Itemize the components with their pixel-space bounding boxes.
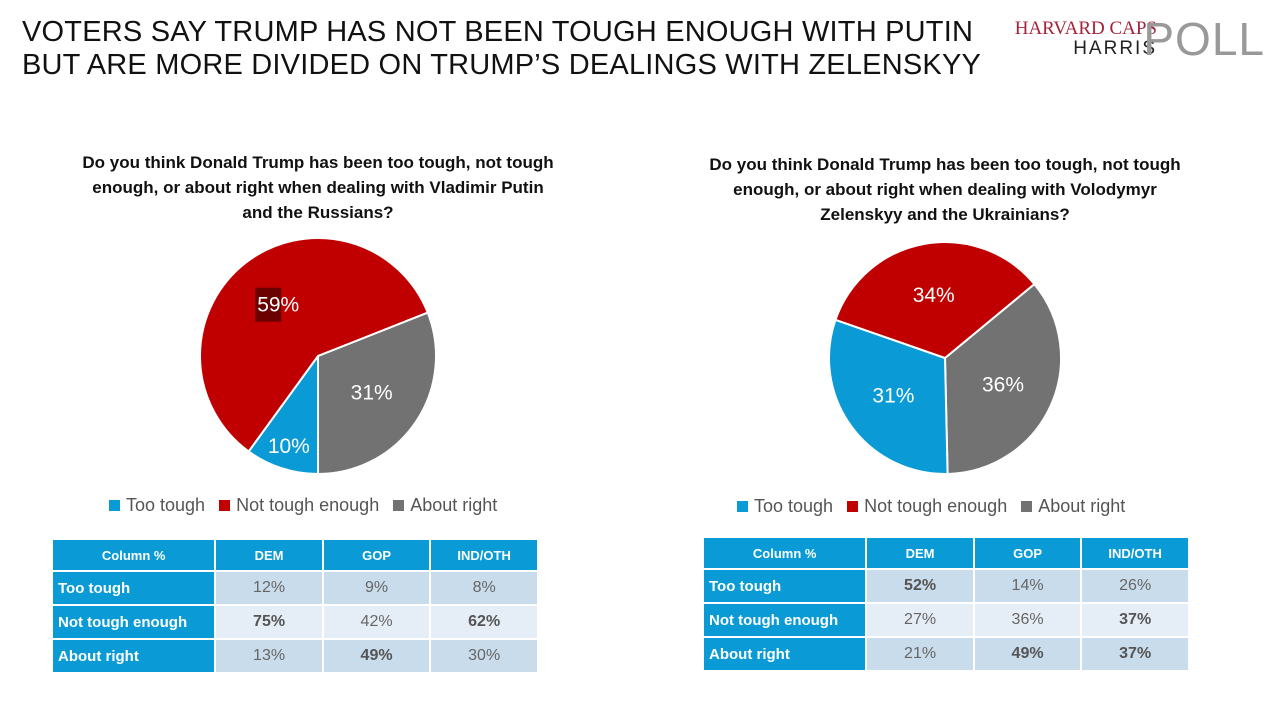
legend-label: Not tough enough — [864, 496, 1008, 516]
data-label: 31% — [872, 385, 914, 408]
legend-swatch — [737, 501, 748, 512]
table-cell: 42% — [323, 606, 430, 638]
selection-highlight — [255, 287, 282, 322]
legend-item: Too tough — [737, 496, 833, 517]
page-title: VOTERS SAY TRUMP HAS NOT BEEN TOUGH ENOU… — [22, 16, 981, 82]
table-cell: 26% — [1082, 570, 1188, 602]
legend-swatch — [219, 500, 231, 511]
column-header: GOP — [323, 540, 430, 570]
data-label: 31% — [351, 381, 393, 404]
table-cell: 49% — [323, 640, 430, 672]
logo-line-3: POLL — [1143, 13, 1265, 65]
row-label: Not tough enough — [704, 604, 866, 636]
legend-swatch — [847, 501, 859, 512]
legend-label: About right — [1038, 496, 1126, 516]
legend-putin: Too tough Not tough enough About right — [109, 495, 497, 516]
table-cell: 36% — [974, 604, 1081, 636]
column-header: Column % — [704, 538, 866, 568]
table-cell: 21% — [867, 638, 973, 670]
crosstab-zelenskyy: Column % DEM GOP IND/OTH Too tough 52% 14% 26% N… — [702, 536, 1190, 672]
row-label: About right — [53, 640, 215, 672]
table-cell: 75% — [216, 606, 322, 638]
table-header: Column % DEM GOP IND/OTH — [704, 538, 1188, 568]
table-cell: 37% — [1082, 638, 1188, 670]
table-cell: 13% — [216, 640, 322, 672]
table-row: About right 21% 49% 37% — [704, 638, 1188, 670]
legend-label: Not tough enough — [236, 495, 380, 515]
question-zelenskyy: Do you think Donald Trump has been too t… — [709, 155, 1181, 224]
crosstab-putin: Column % DEM GOP IND/OTH Too tough 12% 9% 8% Not… — [51, 538, 539, 674]
legend-label: Too tough — [754, 496, 834, 516]
table-cell: 30% — [431, 640, 537, 672]
table-cell: 52% — [867, 570, 973, 602]
data-label: 59% — [257, 294, 299, 317]
table-cell: 37% — [1082, 604, 1188, 636]
legend-label: Too tough — [126, 495, 206, 515]
table-row: Too tough 12% 9% 8% — [53, 572, 537, 604]
legend-item: Not tough enough — [847, 496, 1007, 517]
table-cell: 9% — [323, 572, 430, 604]
pie-slice-too-tough — [828, 318, 949, 475]
table-cell: 12% — [216, 572, 322, 604]
column-header: Column % — [53, 540, 215, 570]
row-label: About right — [704, 638, 866, 670]
legend-item: About right — [393, 495, 497, 516]
column-header: DEM — [867, 538, 973, 568]
legend-zelenskyy: Too tough Not tough enough About right — [737, 496, 1125, 517]
title-line-1: VOTERS SAY TRUMP HAS NOT BEEN TOUGH ENOU… — [22, 16, 974, 48]
column-header: IND/OTH — [431, 540, 537, 570]
data-label: 34% — [913, 284, 955, 307]
table-row: Too tough 52% 14% 26% — [704, 570, 1188, 602]
legend-swatch — [109, 500, 120, 511]
row-label: Too tough — [53, 572, 215, 604]
table-cell: 14% — [974, 570, 1081, 602]
data-label: 10% — [268, 435, 310, 458]
table-header: Column % DEM GOP IND/OTH — [53, 540, 537, 570]
table-cell: 62% — [431, 606, 537, 638]
column-header: GOP — [974, 538, 1081, 568]
title-line-2: BUT ARE MORE DIVIDED ON TRUMP’S DEALINGS… — [22, 49, 982, 81]
table-cell: 8% — [431, 572, 537, 604]
legend-item: Not tough enough — [219, 495, 379, 516]
question-putin: Do you think Donald Trump has been too t… — [82, 153, 554, 222]
table-row: Not tough enough 27% 36% 37% — [704, 604, 1188, 636]
column-header: DEM — [216, 540, 322, 570]
harvard-caps-harris-poll-logo: HARVARD CAPS HARRIS POLL — [1005, 13, 1275, 65]
pie-slice-about-right — [317, 311, 437, 476]
pie-slice-too-tough — [247, 352, 319, 476]
table-row: About right 13% 49% 30% — [53, 640, 537, 672]
logo-line-2: HARRIS — [1073, 38, 1157, 59]
row-label: Too tough — [704, 570, 866, 602]
row-label: Not tough enough — [53, 606, 215, 638]
legend-swatch — [393, 500, 405, 511]
table-cell: 49% — [974, 638, 1081, 670]
column-header: IND/OTH — [1082, 538, 1188, 568]
logo-line-1: HARVARD CAPS — [1014, 18, 1157, 39]
table-row: Not tough enough 75% 42% 62% — [53, 606, 537, 638]
legend-item: About right — [1021, 496, 1125, 517]
pie-slice-about-right — [943, 282, 1062, 475]
pie-slice-not-tough-enough — [834, 241, 1036, 360]
data-label: 36% — [982, 374, 1024, 397]
legend-label: About right — [410, 495, 498, 515]
legend-swatch — [1021, 501, 1033, 512]
legend-item: Too tough — [109, 495, 205, 516]
table-cell: 27% — [867, 604, 973, 636]
